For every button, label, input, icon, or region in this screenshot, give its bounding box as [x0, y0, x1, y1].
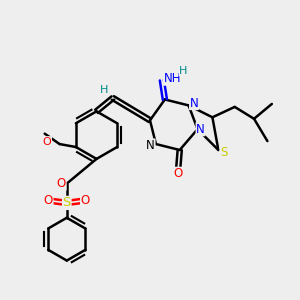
- Text: S: S: [63, 196, 71, 209]
- Text: O: O: [44, 194, 53, 207]
- Text: N: N: [146, 139, 155, 152]
- Text: O: O: [57, 177, 66, 190]
- Text: O: O: [174, 167, 183, 180]
- Text: S: S: [220, 146, 227, 159]
- Text: H: H: [100, 85, 108, 95]
- Text: N: N: [190, 97, 198, 110]
- Text: H: H: [179, 66, 188, 76]
- Text: O: O: [43, 137, 52, 147]
- Text: N: N: [196, 123, 205, 136]
- Text: O: O: [81, 194, 90, 207]
- Text: NH: NH: [164, 72, 181, 85]
